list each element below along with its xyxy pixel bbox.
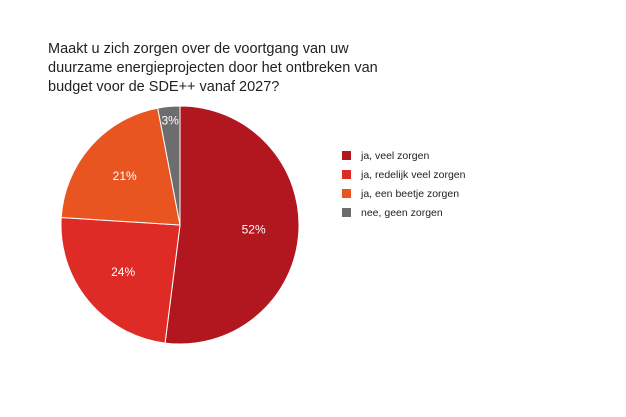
- legend-item-2: ja, een beetje zorgen: [342, 184, 465, 203]
- legend-swatch-2: [342, 189, 351, 198]
- pie-slice-3: [157, 105, 181, 226]
- legend-item-3: nee, geen zorgen: [342, 203, 465, 222]
- slice-label-0: 52%: [242, 223, 266, 237]
- legend-swatch-0: [342, 151, 351, 160]
- chart-title: Maakt u zich zorgen over de voortgang va…: [48, 41, 378, 95]
- slice-label-3: 3%: [161, 114, 179, 128]
- legend-item-0: ja, veel zorgen: [342, 146, 465, 165]
- pie-slices: [60, 105, 300, 345]
- legend-swatch-3: [342, 208, 351, 217]
- legend-label-1: ja, redelijk veel zorgen: [361, 168, 466, 181]
- legend-label-2: ja, een beetje zorgen: [361, 187, 460, 200]
- legend-swatch-1: [342, 170, 351, 179]
- pie-slice-labels: 52% 24% 21% 3%: [111, 114, 266, 279]
- legend-item-1: ja, redelijk veel zorgen: [342, 165, 465, 184]
- pie-slice-1: [60, 216, 181, 344]
- legend-label-0: ja, veel zorgen: [361, 149, 430, 162]
- pie-slice-2: [60, 107, 181, 226]
- chart-legend: ja, veel zorgen ja, redelijk veel zorgen j…: [342, 146, 465, 222]
- slice-label-1: 24%: [111, 265, 135, 279]
- pie-slice-0: [164, 105, 300, 345]
- legend-label-3: nee, geen zorgen: [361, 206, 443, 219]
- slice-label-2: 21%: [113, 169, 137, 183]
